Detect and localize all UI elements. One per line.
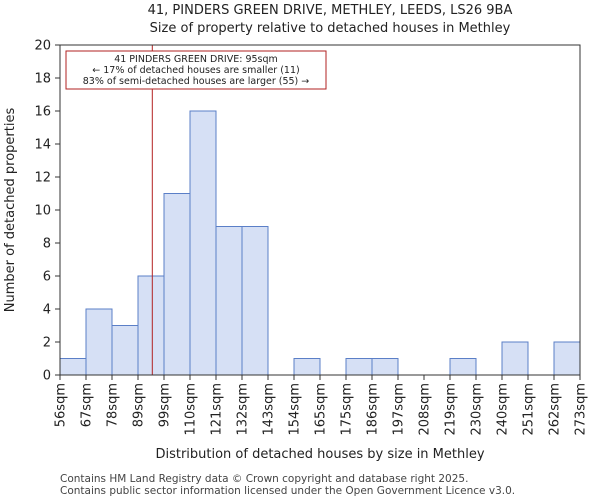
x-tick-label: 56sqm [54, 383, 69, 427]
plot-frame [59, 44, 581, 376]
x-tick-label: 251sqm [522, 383, 537, 436]
annotation-line-3: 83% of semi-detached houses are larger (… [83, 76, 310, 87]
x-tick-label: 262sqm [548, 383, 563, 436]
histogram-bar [85, 308, 113, 376]
histogram-bar [215, 226, 243, 376]
histogram-bar [501, 341, 529, 376]
x-axis-label: Distribution of detached houses by size … [155, 447, 484, 462]
annotation-box-border [65, 50, 327, 90]
x-tick-label: 89sqm [132, 383, 147, 427]
y-tick-label: 14 [34, 138, 51, 153]
histogram-bar [111, 325, 139, 376]
y-tick-label: 16 [34, 105, 51, 120]
histogram-bar [59, 358, 87, 376]
annotation-box: 41 PINDERS GREEN DRIVE: 95sqm ← 17% of d… [65, 50, 327, 90]
histogram-bar [449, 358, 477, 376]
y-tick-label: 18 [34, 72, 51, 87]
x-tick-label: 197sqm [392, 383, 407, 436]
x-axis-ticks: 56sqm 67sqm 78sqm 89sqm 99sqm 110sqm 121sqm 132… [54, 375, 589, 436]
chart-title-line-1: 41, PINDERS GREEN DRIVE, METHLEY, LEEDS,… [148, 3, 513, 18]
histogram-bar [553, 341, 581, 376]
y-axis-ticks: 0 2 4 6 8 10 12 14 16 18 20 [34, 39, 60, 384]
x-tick-label: 121sqm [210, 383, 225, 436]
x-tick-label: 143sqm [262, 383, 277, 436]
y-tick-label: 2 [43, 336, 51, 351]
histogram-bar [241, 226, 269, 376]
histogram-bar [163, 193, 191, 376]
y-axis-label: Number of detached properties [3, 108, 18, 313]
bars-layer [59, 110, 581, 376]
x-tick-label: 240sqm [496, 383, 511, 436]
x-tick-label: 132sqm [236, 383, 251, 436]
x-tick-label: 78sqm [106, 383, 121, 427]
annotation-line-1: 41 PINDERS GREEN DRIVE: 95sqm [114, 54, 278, 65]
y-tick-label: 20 [34, 39, 51, 54]
y-tick-label: 8 [43, 237, 51, 252]
x-tick-label: 154sqm [288, 383, 303, 436]
x-tick-label: 99sqm [158, 383, 173, 427]
x-tick-label: 175sqm [340, 383, 355, 436]
annotation-line-2: ← 17% of detached houses are smaller (11… [92, 65, 299, 76]
x-tick-label: 208sqm [418, 383, 433, 436]
footer-line-1: Contains HM Land Registry data © Crown c… [60, 473, 468, 485]
histogram-bar [137, 275, 165, 376]
chart-title-line-2: Size of property relative to detached ho… [150, 21, 511, 36]
y-tick-label: 6 [43, 270, 51, 285]
x-tick-label: 110sqm [184, 383, 199, 436]
y-tick-label: 0 [43, 369, 51, 384]
x-tick-label: 273sqm [574, 383, 589, 436]
y-tick-label: 4 [43, 303, 51, 318]
x-tick-label: 219sqm [444, 383, 459, 436]
histogram-bar [189, 110, 217, 376]
y-tick-label: 12 [34, 171, 51, 186]
footer-line-2: Contains public sector information licen… [60, 485, 515, 497]
x-tick-label: 67sqm [80, 383, 95, 427]
x-tick-label: 230sqm [470, 383, 485, 436]
histogram-bar [371, 358, 399, 376]
x-tick-label: 186sqm [366, 383, 381, 436]
histogram-bar [293, 358, 321, 376]
y-tick-label: 10 [34, 204, 51, 219]
histogram-bar [345, 358, 373, 376]
x-tick-label: 165sqm [314, 383, 329, 436]
